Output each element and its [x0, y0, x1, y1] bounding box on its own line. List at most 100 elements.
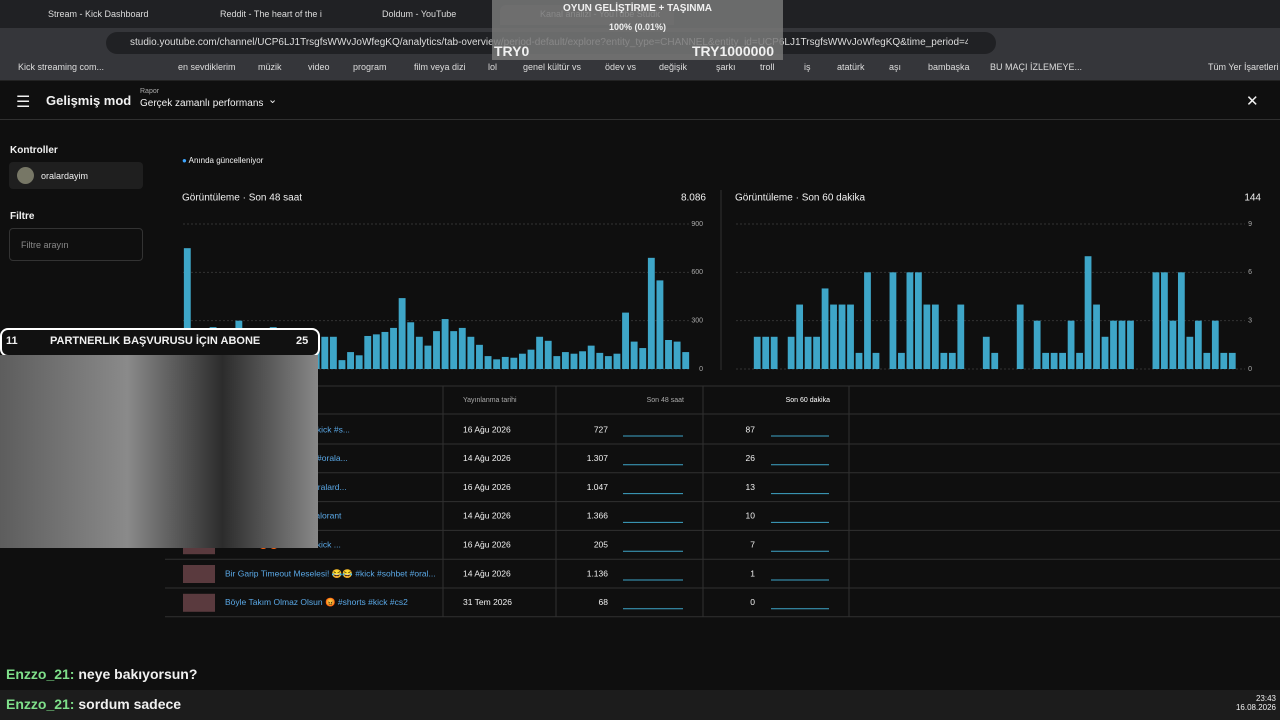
- thumbnail: [183, 565, 215, 583]
- bar: [415, 336, 423, 369]
- goal-progress: 100% (0.01%): [608, 22, 667, 32]
- bar: [948, 352, 956, 369]
- bar: [1194, 320, 1202, 369]
- live-status: ● Anında güncelleniyor: [182, 156, 264, 165]
- bar: [450, 331, 458, 369]
- time: 23:43: [1255, 694, 1276, 703]
- bookmark[interactable]: aşı: [889, 62, 902, 72]
- goal-start: TRY0: [494, 43, 530, 59]
- chart-total: 144: [1244, 193, 1261, 204]
- bookmark[interactable]: lol: [488, 62, 498, 72]
- sub-target: 25: [296, 335, 309, 347]
- bar: [553, 356, 561, 369]
- bookmark[interactable]: değişik: [659, 62, 688, 72]
- bar: [536, 336, 544, 369]
- bar: [1050, 352, 1058, 369]
- menu-icon[interactable]: ☰: [16, 94, 31, 111]
- bar: [682, 352, 690, 369]
- bookmark[interactable]: film veya dizi: [414, 62, 466, 72]
- bookmark[interactable]: Kick streaming com...: [18, 62, 105, 72]
- bar: [407, 322, 415, 369]
- bar: [183, 248, 191, 369]
- bookmark[interactable]: iş: [804, 62, 811, 72]
- bar: [762, 336, 770, 369]
- bookmark[interactable]: program: [353, 62, 387, 72]
- bar: [544, 340, 552, 369]
- bookmark[interactable]: video: [308, 62, 330, 72]
- chat-user: Enzzo_21:: [6, 696, 75, 712]
- controls: Kontroller: [10, 145, 58, 156]
- bookmark[interactable]: genel kültür vs: [523, 62, 582, 72]
- donation-goal: [492, 0, 783, 60]
- dropdown-icon[interactable]: ⌄: [268, 94, 278, 106]
- bar: [889, 272, 897, 369]
- taskbar: [0, 690, 1280, 720]
- bar: [364, 335, 372, 369]
- bar: [1110, 320, 1117, 369]
- bar: [656, 280, 664, 369]
- bar: [1127, 320, 1134, 369]
- bar: [639, 348, 647, 369]
- close-icon[interactable]: ✕: [1246, 93, 1259, 110]
- bar: [787, 336, 795, 369]
- bookmark[interactable]: şarkı: [716, 62, 736, 72]
- views-48h: 205: [594, 539, 608, 549]
- bar: [424, 345, 432, 369]
- publish-date: 14 Ağu 2026: [463, 511, 511, 521]
- views-60m: 26: [746, 453, 756, 463]
- bar: [1016, 304, 1024, 369]
- bar: [433, 331, 440, 369]
- video-title: Bir Garip Timeout Meselesi! 😂😂 #kick #so…: [225, 568, 436, 578]
- publish-date: 16 Ağu 2026: [463, 482, 511, 492]
- bookmark-bar: [0, 58, 1280, 81]
- y-tick-label: 0: [1248, 366, 1252, 373]
- bar: [898, 352, 905, 369]
- bar: [665, 340, 672, 369]
- bar: [604, 356, 612, 369]
- bar: [914, 272, 922, 369]
- filter: Filtre: [10, 211, 35, 222]
- publish-date: 31 Tem 2026: [463, 597, 512, 607]
- mode: Gelişmiş mod: [46, 93, 132, 108]
- bar: [518, 353, 526, 369]
- report[interactable]: Gerçek zamanlı performans: [140, 98, 264, 109]
- bar: [821, 288, 829, 369]
- bar: [673, 341, 681, 369]
- bar: [613, 353, 621, 369]
- bar: [923, 304, 931, 369]
- tab-title: Reddit - The heart of the internet: [220, 9, 322, 19]
- bookmark[interactable]: Tüm Yer İşaretleri: [1208, 62, 1279, 72]
- bookmark[interactable]: atatürk: [837, 62, 865, 72]
- goal-end: TRY1000000: [692, 43, 774, 59]
- bar: [1161, 272, 1168, 369]
- bookmark[interactable]: ödev vs: [605, 62, 637, 72]
- bookmark[interactable]: BU MAÇI İZLEMEYE...: [990, 62, 1083, 72]
- filter-input[interactable]: [9, 228, 143, 261]
- bar: [1059, 352, 1067, 369]
- bookmark[interactable]: müzik: [258, 62, 282, 72]
- bar: [381, 331, 389, 369]
- bookmark[interactable]: troll: [760, 62, 775, 72]
- y-tick-label: 600: [691, 269, 703, 276]
- bar: [1220, 352, 1228, 369]
- bar: [1067, 320, 1075, 369]
- bookmark[interactable]: en sevdiklerim: [178, 62, 236, 72]
- bar: [458, 327, 466, 369]
- views-48h: 727: [594, 424, 608, 434]
- bar: [855, 352, 863, 369]
- bookmark[interactable]: bambaşka: [928, 62, 970, 72]
- bar: [355, 355, 363, 369]
- live-text: Anında güncelleniyor: [188, 156, 264, 165]
- sub-current: 11: [6, 335, 18, 347]
- views-48h: 1.136: [587, 568, 609, 578]
- bar: [372, 334, 380, 369]
- tab-title: Doldum - YouTube: [382, 9, 457, 19]
- bar: [847, 304, 854, 369]
- bar: [830, 304, 837, 369]
- views-48h: 1.366: [587, 511, 609, 521]
- avatar: [17, 167, 34, 184]
- y-tick-label: 3: [1248, 318, 1252, 325]
- bar: [579, 351, 587, 369]
- chat-line: Enzzo_21: sordum sadece: [6, 696, 181, 712]
- goal-title: OYUN GELİŞTİRME + TAŞINMA: [563, 3, 712, 14]
